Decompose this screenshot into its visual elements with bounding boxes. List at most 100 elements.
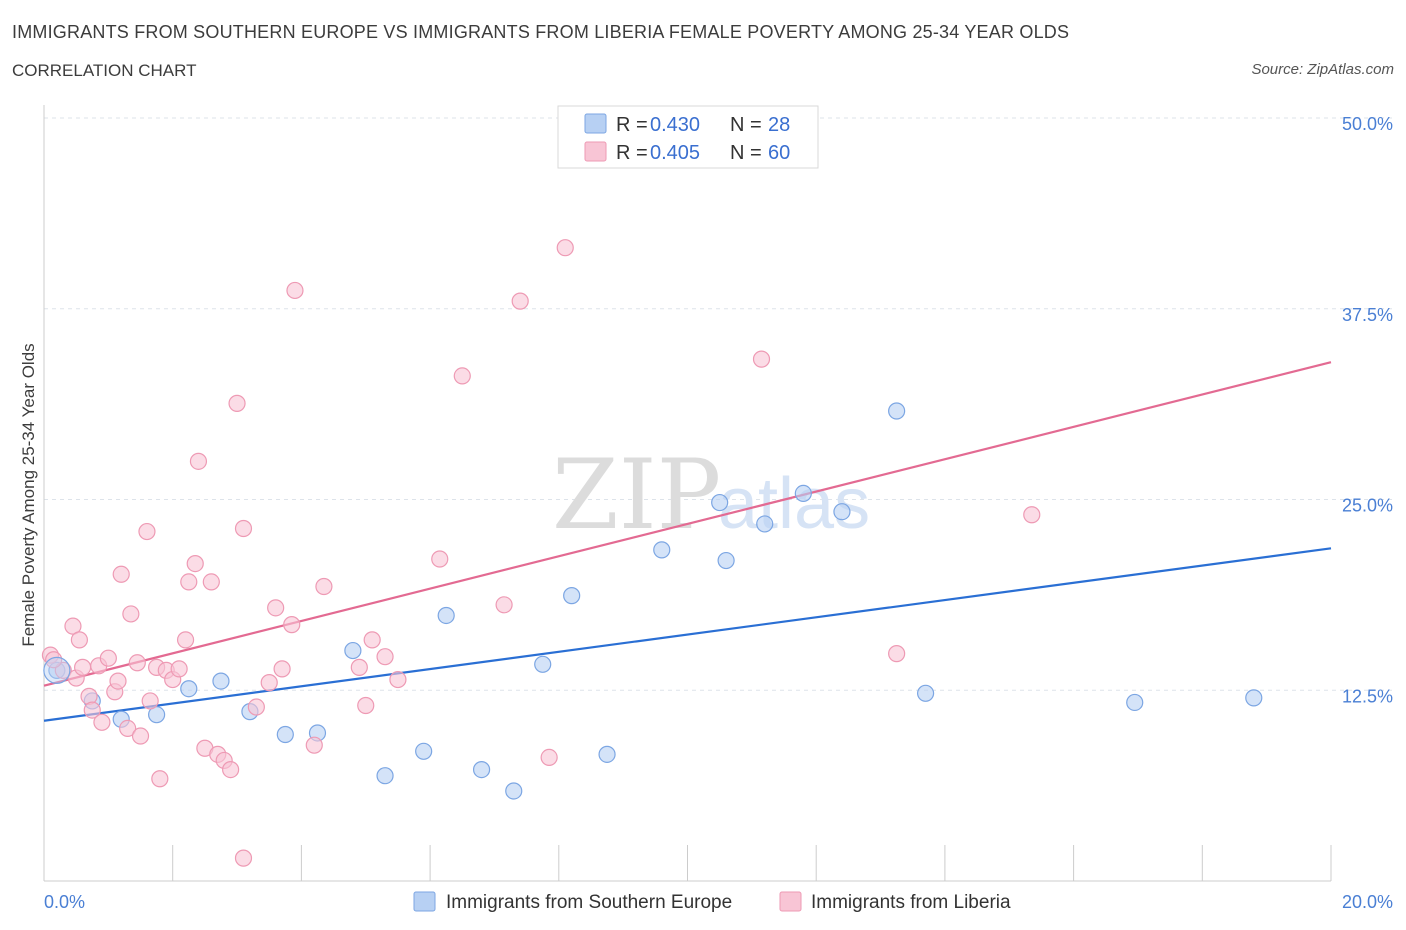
axes <box>43 105 1332 882</box>
liberia-point-53 <box>556 239 574 257</box>
y-tick-labels: 12.5% 25.0% 37.5% 50.0% <box>1342 114 1393 706</box>
liberia-point-4 <box>70 631 88 649</box>
bottom-legend-label-blue: Immigrants from Southern Europe <box>446 892 732 913</box>
source-label: Source: ZipAtlas.com <box>1251 61 1394 78</box>
chart-title: IMMIGRANTS FROM SOUTHERN EUROPE VS IMMIG… <box>12 22 1070 42</box>
liberia-point-14 <box>122 605 140 623</box>
liberia-point-59 <box>260 674 278 692</box>
bottom-legend-swatch-blue <box>413 891 436 912</box>
southern-europe-point-24 <box>888 402 906 420</box>
liberia-point-24 <box>176 631 195 649</box>
liberia-point-48 <box>431 550 449 568</box>
liberia-point-38 <box>273 660 291 678</box>
data-points <box>41 239 1263 867</box>
legend-n-value-pink: 60 <box>768 142 790 164</box>
liberia-point-18 <box>141 692 159 710</box>
liberia-point-39 <box>283 616 301 634</box>
liberia-point-51 <box>511 292 529 310</box>
southern-europe-point-19 <box>711 493 729 512</box>
liberia-point-58 <box>74 658 92 676</box>
liberia-point-9 <box>99 649 117 667</box>
southern-europe-point-12 <box>437 606 455 625</box>
liberia-point-12 <box>112 565 130 583</box>
southern-europe-point-16 <box>563 587 581 605</box>
southern-europe-point-27 <box>1245 689 1263 707</box>
liberia-point-20 <box>151 770 169 788</box>
southern-europe-point-13 <box>472 761 491 779</box>
liberia-point-52 <box>540 748 558 766</box>
southern-europe-point-9 <box>344 641 362 660</box>
top-legend: R = 0.430 N = 28 R = 0.405 N = 60 <box>557 105 819 169</box>
southern-europe-point-17 <box>598 745 616 763</box>
liberia-point-16 <box>131 727 150 745</box>
grid <box>44 117 1395 691</box>
legend-r-label-blue: R = <box>616 114 648 136</box>
southern-europe-point-21 <box>756 515 774 533</box>
bottom-legend-swatch-pink <box>779 891 802 912</box>
southern-europe-point-22 <box>794 484 812 502</box>
liberia-point-46 <box>376 648 394 666</box>
x-tick-min: 0.0% <box>44 892 85 912</box>
southern-europe-point-25 <box>916 684 935 702</box>
liberia-point-55 <box>888 645 906 663</box>
legend-r-label-pink: R = <box>616 142 648 164</box>
legend-swatch-blue <box>584 113 607 134</box>
liberia-point-23 <box>170 660 188 678</box>
liberia-point-32 <box>222 761 240 779</box>
x-tick-max: 20.0% <box>1342 892 1393 912</box>
legend-r-value-pink: 0.405 <box>650 142 700 164</box>
southern-europe-point-10 <box>376 767 394 785</box>
liberia-point-25 <box>180 573 198 591</box>
liberia-point-54 <box>752 350 771 368</box>
liberia-point-13 <box>119 719 137 738</box>
bottom-legend-label-pink: Immigrants from Liberia <box>811 892 1011 913</box>
liberia-point-26 <box>186 554 204 573</box>
liberia-point-43 <box>350 658 368 676</box>
liberia-point-50 <box>495 596 513 614</box>
liberia-point-27 <box>189 452 208 470</box>
southern-europe-point-20 <box>717 551 735 570</box>
liberia-point-47 <box>389 670 407 689</box>
liberia-point-29 <box>202 573 220 591</box>
legend-n-label-blue: N = <box>730 114 762 136</box>
legend-r-value-blue: 0.430 <box>650 114 700 136</box>
liberia-point-41 <box>305 736 323 754</box>
legend-swatch-pink <box>584 141 607 162</box>
bottom-legend: Immigrants from Southern Europe Immigran… <box>413 891 1011 913</box>
southern-europe-point-14 <box>505 782 523 800</box>
legend-n-label-pink: N = <box>730 142 762 164</box>
liberia-point-36 <box>247 698 265 716</box>
y-tick-label-2: 37.5% <box>1342 305 1393 325</box>
southern-europe-point-18 <box>653 541 671 559</box>
liberia-trend-line <box>43 361 1332 687</box>
liberia-point-56 <box>1023 506 1041 524</box>
liberia-point-40 <box>286 281 304 300</box>
liberia-point-33 <box>228 394 246 412</box>
y-tick-label-1: 25.0% <box>1342 496 1393 516</box>
liberia-point-1 <box>54 661 72 680</box>
liberia-point-11 <box>109 672 127 690</box>
liberia-point-49 <box>453 367 471 385</box>
liberia-point-17 <box>138 522 156 541</box>
southern-europe-point-4 <box>180 680 198 698</box>
legend-n-value-blue: 28 <box>768 114 790 136</box>
liberia-point-35 <box>234 519 253 538</box>
southern-europe-point-23 <box>833 503 851 521</box>
watermark-zip: ZIP <box>552 439 721 551</box>
liberia-point-2 <box>64 617 82 635</box>
southern-europe-point-3 <box>148 706 166 724</box>
southern-europe-point-26 <box>1126 693 1144 712</box>
liberia-point-8 <box>93 713 111 731</box>
chart-subtitle: CORRELATION CHART <box>12 61 197 80</box>
liberia-point-34 <box>234 849 253 867</box>
trend-lines <box>43 361 1332 722</box>
southern-europe-point-15 <box>534 655 552 673</box>
liberia-point-57 <box>45 651 63 669</box>
watermark-atlas: atlas <box>718 464 870 544</box>
liberia-point-44 <box>357 696 375 715</box>
liberia-point-42 <box>315 577 333 596</box>
y-tick-label-0: 12.5% <box>1342 686 1393 706</box>
y-axis-title: Female Poverty Among 25-34 Year Olds <box>19 343 38 646</box>
southern-europe-point-7 <box>276 725 294 744</box>
southern-europe-trend-line <box>43 547 1332 722</box>
